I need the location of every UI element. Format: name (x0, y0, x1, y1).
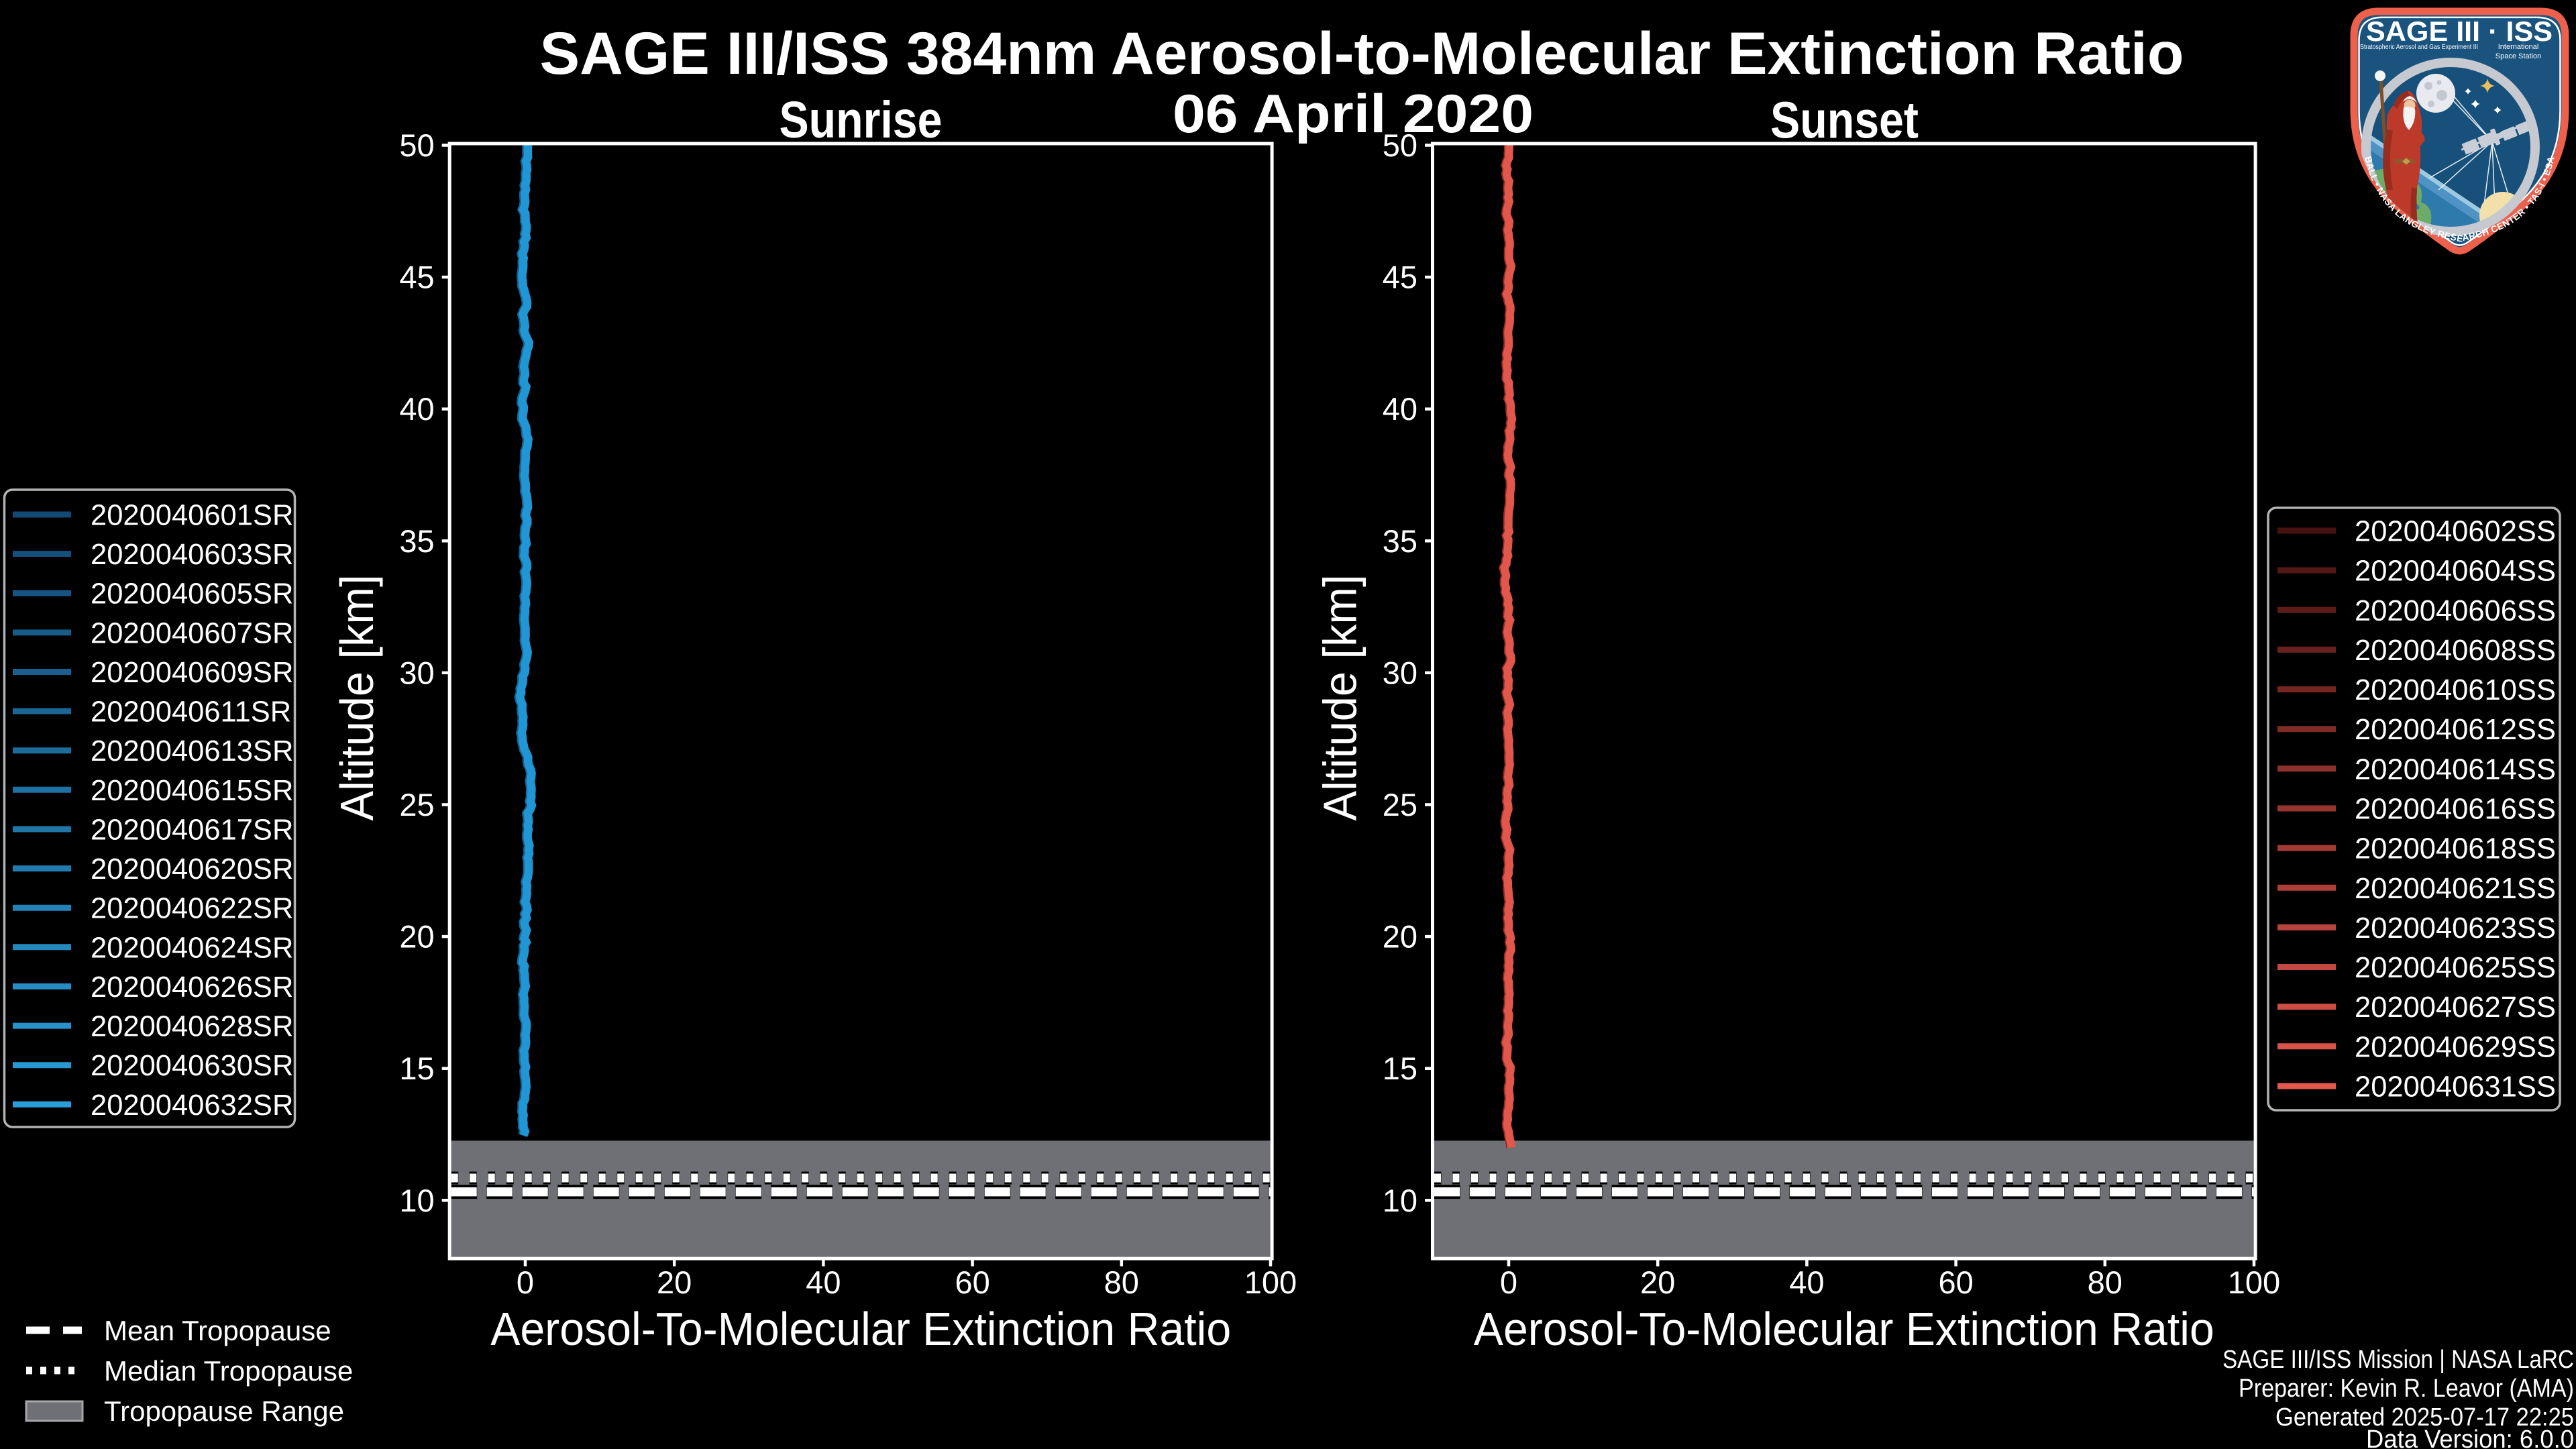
svg-text:Sunrise: Sunrise (780, 91, 943, 149)
svg-text:10: 10 (1383, 1183, 1417, 1218)
svg-text:30: 30 (1383, 655, 1417, 690)
svg-text:2020040626SR: 2020040626SR (91, 971, 293, 1004)
svg-text:20: 20 (1383, 919, 1417, 955)
svg-text:40: 40 (1789, 1265, 1824, 1300)
svg-text:20: 20 (1640, 1265, 1675, 1300)
svg-text:80: 80 (2088, 1265, 2123, 1300)
svg-text:2020040610SS: 2020040610SS (2355, 674, 2556, 706)
svg-text:2020040604SS: 2020040604SS (2355, 555, 2556, 588)
svg-text:Sunset: Sunset (1770, 92, 1919, 150)
svg-text:100: 100 (2228, 1265, 2280, 1300)
svg-text:Aerosol-To-Molecular Extinctio: Aerosol-To-Molecular Extinction Ratio (1474, 1303, 2214, 1355)
svg-text:2020040602SS: 2020040602SS (2355, 516, 2556, 548)
svg-text:35: 35 (399, 523, 434, 559)
svg-text:25: 25 (399, 787, 434, 822)
svg-text:2020040629SS: 2020040629SS (2355, 1031, 2556, 1063)
svg-text:2020040618SS: 2020040618SS (2355, 833, 2556, 865)
svg-text:45: 45 (1383, 260, 1417, 295)
svg-text:Altitude [km]: Altitude [km] (331, 575, 383, 821)
svg-text:40: 40 (399, 391, 434, 427)
svg-text:15: 15 (1383, 1051, 1417, 1086)
svg-text:40: 40 (806, 1265, 841, 1300)
svg-text:50: 50 (399, 127, 434, 163)
svg-text:2020040627SS: 2020040627SS (2355, 991, 2556, 1024)
svg-text:2020040613SR: 2020040613SR (91, 735, 293, 767)
svg-text:Data Version: 6.0.0: Data Version: 6.0.0 (2366, 1426, 2574, 1449)
svg-text:2020040621SS: 2020040621SS (2355, 873, 2556, 905)
svg-text:100: 100 (1244, 1265, 1297, 1300)
svg-text:25: 25 (1383, 787, 1417, 822)
svg-text:2020040611SR: 2020040611SR (91, 696, 291, 729)
svg-text:2020040624SR: 2020040624SR (91, 932, 293, 964)
svg-text:80: 80 (1104, 1265, 1139, 1300)
svg-text:2020040617SR: 2020040617SR (91, 814, 293, 847)
svg-text:Aerosol-To-Molecular Extinctio: Aerosol-To-Molecular Extinction Ratio (490, 1303, 1231, 1355)
svg-text:Stratospheric Aerosol and Gas: Stratospheric Aerosol and Gas Experiment… (2360, 43, 2478, 51)
svg-text:2020040606SS: 2020040606SS (2355, 595, 2556, 627)
svg-text:0: 0 (517, 1265, 534, 1300)
svg-text:06 April 2020: 06 April 2020 (1173, 84, 1534, 144)
svg-text:20: 20 (657, 1265, 692, 1300)
svg-text:2020040625SS: 2020040625SS (2355, 952, 2556, 984)
svg-text:2020040615SR: 2020040615SR (91, 775, 293, 807)
svg-text:2020040601SR: 2020040601SR (91, 500, 293, 532)
svg-text:2020040630SR: 2020040630SR (91, 1050, 293, 1082)
svg-text:Space Station: Space Station (2496, 52, 2542, 60)
svg-text:2020040605SR: 2020040605SR (91, 578, 293, 610)
svg-text:2020040603SR: 2020040603SR (91, 539, 293, 571)
svg-text:2020040620SR: 2020040620SR (91, 853, 293, 885)
svg-text:2020040614SS: 2020040614SS (2355, 753, 2556, 786)
svg-text:SAGE III/ISS 384nm Aerosol-to-: SAGE III/ISS 384nm Aerosol-to-Molecular … (540, 19, 2184, 87)
svg-text:2020040612SS: 2020040612SS (2355, 714, 2556, 746)
svg-text:2020040622SR: 2020040622SR (91, 893, 293, 925)
svg-text:35: 35 (1383, 523, 1417, 559)
svg-text:2020040628SR: 2020040628SR (91, 1011, 293, 1043)
svg-text:SAGE III · ISS: SAGE III · ISS (2366, 15, 2553, 47)
svg-text:International: International (2498, 43, 2539, 51)
svg-text:2020040608SS: 2020040608SS (2355, 635, 2556, 667)
svg-text:Altitude [km]: Altitude [km] (1313, 575, 1366, 821)
svg-text:2020040632SR: 2020040632SR (91, 1089, 293, 1122)
svg-text:Preparer: Kevin R. Leavor (AMA: Preparer: Kevin R. Leavor (AMA) (2239, 1375, 2574, 1403)
svg-text:15: 15 (399, 1051, 434, 1086)
svg-text:60: 60 (1938, 1265, 1973, 1300)
svg-text:0: 0 (1500, 1265, 1517, 1300)
svg-text:Generated 2025-07-17 22:25: Generated 2025-07-17 22:25 (2275, 1403, 2574, 1432)
svg-text:2020040623SS: 2020040623SS (2355, 912, 2556, 945)
svg-text:SAGE III/ISS Mission | NASA La: SAGE III/ISS Mission | NASA LaRC (2222, 1346, 2574, 1374)
svg-text:60: 60 (955, 1265, 989, 1300)
svg-text:2020040607SR: 2020040607SR (91, 617, 293, 649)
svg-text:50: 50 (1383, 127, 1417, 163)
svg-text:30: 30 (399, 655, 434, 690)
svg-text:Median Tropopause: Median Tropopause (104, 1355, 353, 1387)
svg-text:2020040609SR: 2020040609SR (91, 657, 293, 689)
svg-text:Mean Tropopause: Mean Tropopause (104, 1315, 331, 1346)
svg-text:45: 45 (399, 260, 434, 295)
svg-text:2020040616SS: 2020040616SS (2355, 794, 2556, 826)
svg-text:20: 20 (399, 919, 434, 955)
svg-text:2020040631SS: 2020040631SS (2355, 1071, 2556, 1104)
svg-text:Tropopause Range: Tropopause Range (104, 1395, 344, 1427)
svg-text:40: 40 (1383, 391, 1417, 427)
svg-text:10: 10 (399, 1183, 434, 1218)
